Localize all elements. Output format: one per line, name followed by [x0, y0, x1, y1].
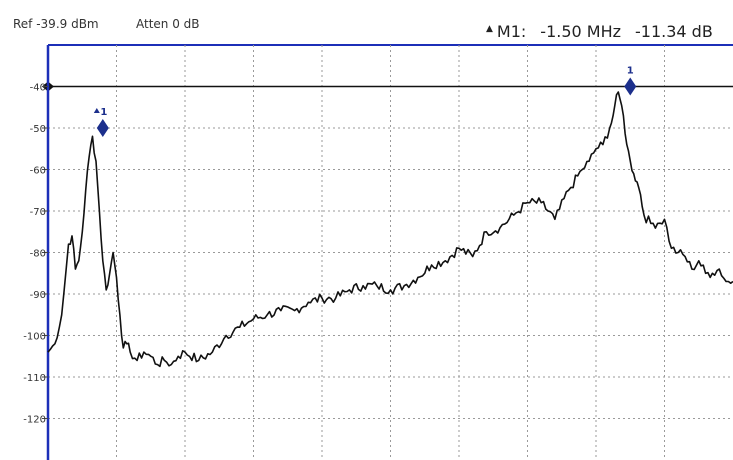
y-tick-label: -40 — [30, 83, 46, 94]
marker-frequency: -1.50 MHz — [540, 22, 622, 41]
y-tick-label: -120 — [23, 415, 46, 426]
y-tick-label: -110 — [23, 373, 46, 384]
marker-layer: 11 — [93, 66, 637, 137]
marker-1: 1 — [93, 107, 109, 137]
attenuation: Atten 0 dB — [136, 17, 200, 31]
instrument-header: Ref -39.9 dBm Atten 0 dB ▲ M1: -1.50 MHz -1… — [0, 0, 733, 45]
marker-delta-icon — [93, 108, 100, 113]
marker-number: 1 — [100, 107, 107, 118]
y-tick-label: -90 — [30, 290, 46, 301]
grid-lines — [42, 44, 733, 460]
marker-number: 1 — [627, 66, 634, 77]
marker-label: M1: — [496, 22, 527, 41]
y-tick-label: -60 — [30, 166, 46, 177]
y-tick-label: -50 — [30, 124, 46, 135]
marker-diamond-icon — [96, 119, 109, 137]
y-tick-label: -70 — [30, 207, 46, 218]
y-axis-ticks: -40 -50 -60 -70 -80 -90 -100 -110 -120 — [23, 83, 48, 426]
trace-layer — [47, 91, 733, 368]
marker-readout: ▲ M1: -1.50 MHz -11.34 dB — [486, 22, 713, 41]
trace-line — [47, 91, 733, 368]
marker-diamond-icon — [624, 77, 637, 96]
marker-triangle-icon: ▲ — [486, 24, 493, 34]
y-tick-label: -100 — [23, 332, 46, 343]
reference-level: Ref -39.9 dBm — [13, 17, 99, 31]
y-tick-label: -80 — [30, 249, 46, 260]
marker-2: 1 — [624, 66, 637, 96]
marker-level: -11.34 dB — [635, 22, 713, 41]
